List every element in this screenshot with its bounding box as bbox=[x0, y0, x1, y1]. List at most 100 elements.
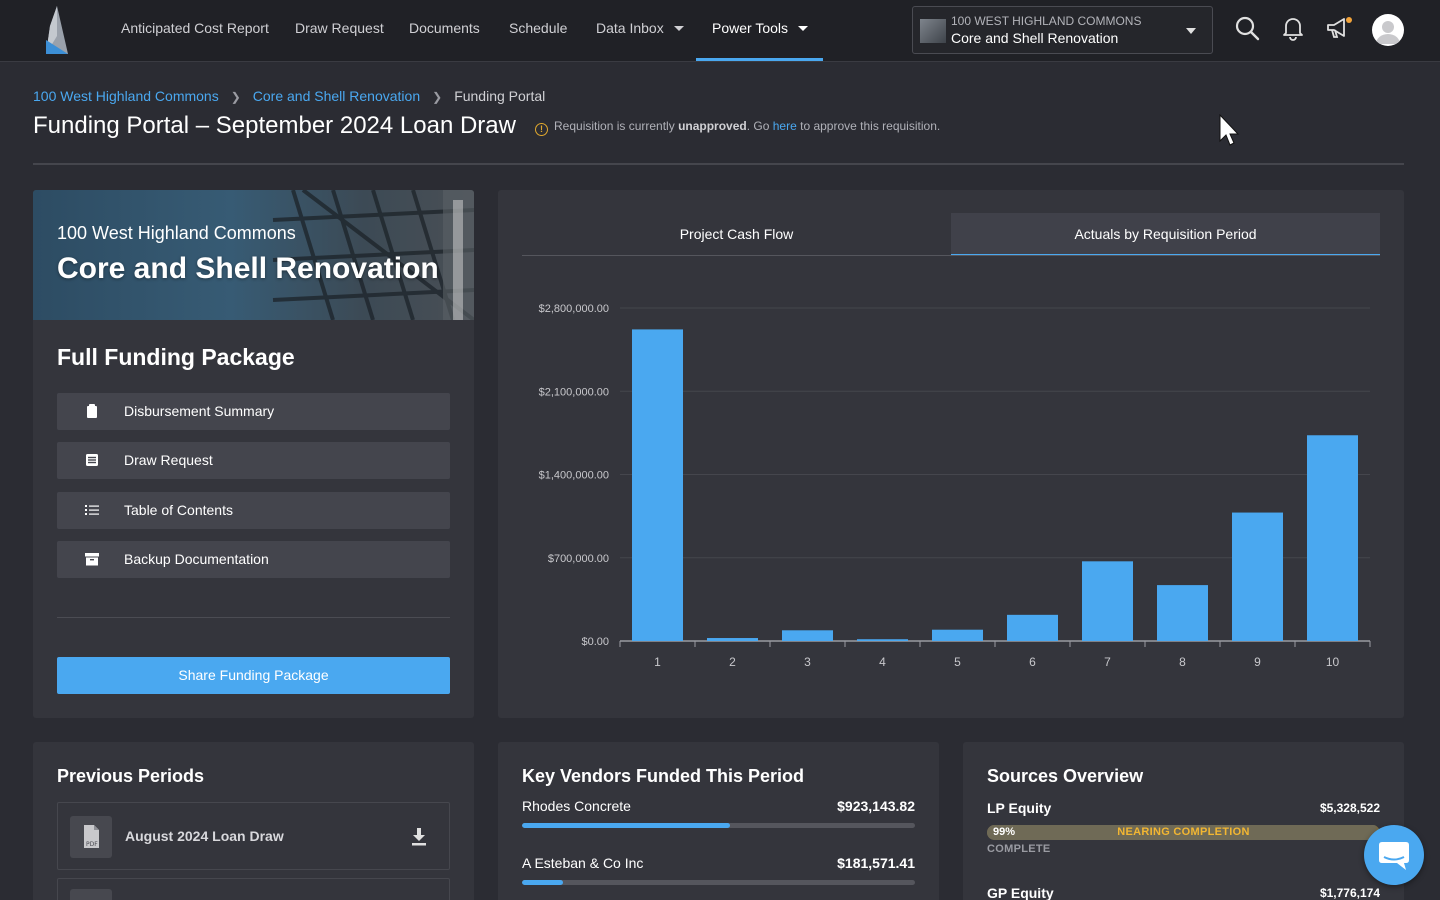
list-alt-icon bbox=[86, 454, 98, 466]
period-item[interactable] bbox=[57, 878, 450, 900]
project-thumbnail bbox=[920, 19, 946, 43]
chevron-down-icon bbox=[798, 25, 809, 31]
download-icon[interactable] bbox=[411, 828, 427, 846]
vendor-progress-fill bbox=[522, 823, 731, 828]
chart-bar[interactable] bbox=[782, 630, 833, 641]
vendor-progress-bar bbox=[522, 880, 915, 885]
megaphone-icon[interactable] bbox=[1324, 14, 1352, 42]
project-banner: 100 West Highland Commons Core and Shell… bbox=[33, 190, 474, 320]
pdf-file-icon bbox=[70, 889, 112, 900]
vendor-progress-bar bbox=[522, 823, 915, 828]
svg-text:PDF: PDF bbox=[86, 841, 98, 848]
chart-bar[interactable] bbox=[1232, 512, 1283, 641]
backup-documentation-button[interactable]: Backup Documentation bbox=[57, 541, 450, 578]
chevron-down-icon bbox=[673, 25, 684, 31]
warning-text-mid: . Go bbox=[746, 119, 773, 133]
actuals-bar-chart: $0.00 $700,000.00 $1,400,000.00 $2,100,000.… bbox=[539, 303, 1371, 669]
vendor-amount: $923,143.82 bbox=[837, 798, 915, 814]
chart-bar[interactable] bbox=[1307, 435, 1358, 641]
warning-text-post: to approve this requisition. bbox=[796, 119, 941, 133]
pdf-file-icon: PDF bbox=[70, 816, 112, 858]
project-selector[interactable]: 100 WEST HIGHLAND COMMONS Core and Shell… bbox=[912, 6, 1213, 54]
vendor-progress-fill bbox=[522, 880, 564, 885]
nav-anticipated-cost-report[interactable]: Anticipated Cost Report bbox=[121, 20, 269, 36]
period-label: August 2024 Loan Draw bbox=[125, 828, 284, 844]
breadcrumb-project[interactable]: Core and Shell Renovation bbox=[252, 88, 421, 104]
nav-draw-request[interactable]: Draw Request bbox=[295, 20, 384, 36]
user-avatar[interactable] bbox=[1372, 14, 1404, 46]
chart-card: Project Cash Flow Actuals by Requisition… bbox=[498, 190, 1404, 718]
user-icon bbox=[1376, 21, 1400, 44]
info-icon: ! bbox=[535, 123, 548, 136]
source-percent: 99% bbox=[993, 826, 1016, 838]
nav-data-inbox-label: Data Inbox bbox=[596, 20, 664, 36]
chart-bar[interactable] bbox=[1007, 614, 1058, 641]
vendor-name: Rhodes Concrete bbox=[522, 798, 631, 814]
chevron-down-icon bbox=[1186, 28, 1196, 34]
card-divider bbox=[57, 617, 450, 618]
nav-power-tools[interactable]: Power Tools bbox=[712, 0, 809, 60]
sources-overview-title: Sources Overview bbox=[987, 766, 1144, 786]
chart-bar[interactable] bbox=[707, 638, 758, 641]
draw-request-button[interactable]: Draw Request bbox=[57, 442, 450, 479]
tab-project-cash-flow[interactable]: Project Cash Flow bbox=[679, 226, 794, 242]
breadcrumb: 100 West Highland Commons ❯ Core and Shell… bbox=[33, 88, 545, 104]
project-name: Core and Shell Renovation bbox=[57, 252, 439, 285]
button-label: Backup Documentation bbox=[124, 551, 269, 567]
disbursement-summary-button[interactable]: Disbursement Summary bbox=[57, 393, 450, 430]
source-amount: $1,776,174 bbox=[1319, 886, 1380, 900]
x-tick-label: 3 bbox=[804, 655, 811, 669]
source-name: GP Equity bbox=[987, 885, 1054, 900]
clipboard-icon bbox=[87, 404, 97, 418]
chart-bar[interactable] bbox=[632, 329, 683, 641]
package-title: Full Funding Package bbox=[57, 344, 295, 370]
x-tick-label: 4 bbox=[879, 655, 886, 669]
sources-overview-card: Sources Overview LP Equity $5,328,522 99… bbox=[963, 742, 1404, 900]
nav-documents[interactable]: Documents bbox=[409, 20, 480, 36]
chart-bar[interactable] bbox=[857, 639, 908, 641]
y-tick-label: $700,000.00 bbox=[548, 553, 609, 565]
search-icon[interactable] bbox=[1233, 14, 1261, 42]
share-funding-package-button[interactable]: Share Funding Package bbox=[57, 657, 450, 694]
approve-link[interactable]: here bbox=[772, 119, 797, 133]
x-tick-label: 1 bbox=[654, 655, 661, 669]
funding-package-card: 100 West Highland Commons Core and Shell… bbox=[33, 190, 474, 718]
button-label: Draw Request bbox=[124, 452, 213, 468]
x-tick-label: 9 bbox=[1254, 655, 1261, 669]
nav-power-tools-label: Power Tools bbox=[712, 20, 789, 36]
archive-icon bbox=[85, 553, 99, 566]
approval-warning: ! Requisition is currently unapproved. Go… bbox=[535, 119, 940, 136]
previous-periods-card: Previous Periods PDF August 2024 Loan Dr… bbox=[33, 742, 474, 900]
nav-schedule[interactable]: Schedule bbox=[509, 20, 568, 36]
button-label: Table of Contents bbox=[124, 502, 233, 518]
breadcrumb-property[interactable]: 100 West Highland Commons bbox=[33, 88, 219, 104]
y-tick-label: $1,400,000.00 bbox=[539, 470, 609, 482]
y-tick-label: $2,100,000.00 bbox=[539, 386, 609, 398]
period-item[interactable]: PDF August 2024 Loan Draw bbox=[57, 802, 450, 870]
app-logo-icon[interactable] bbox=[46, 6, 68, 54]
page-title: Funding Portal – September 2024 Loan Dra… bbox=[33, 112, 516, 139]
bell-icon[interactable] bbox=[1279, 14, 1307, 42]
x-tick-label: 6 bbox=[1029, 655, 1036, 669]
x-tick-label: 2 bbox=[729, 655, 736, 669]
project-property-name: 100 West Highland Commons bbox=[57, 223, 296, 243]
vendor-amount: $181,571.41 bbox=[837, 855, 915, 871]
nav-data-inbox[interactable]: Data Inbox bbox=[596, 0, 684, 60]
chart-bar[interactable] bbox=[1157, 585, 1208, 641]
source-complete-label: COMPLETE bbox=[987, 843, 1051, 855]
tab-actuals-by-requisition-period[interactable]: Actuals by Requisition Period bbox=[951, 213, 1380, 256]
chat-support-button[interactable] bbox=[1364, 825, 1424, 885]
warning-text-pre: Requisition is currently bbox=[554, 119, 679, 133]
warning-status: unapproved bbox=[678, 119, 747, 133]
chart-bar[interactable] bbox=[932, 629, 983, 641]
key-vendors-card: Key Vendors Funded This Period Rhodes Co… bbox=[498, 742, 939, 900]
project-selector-project: Core and Shell Renovation bbox=[951, 30, 1119, 46]
top-nav: Anticipated Cost Report Draw Request Doc… bbox=[0, 0, 1440, 62]
x-tick-label: 10 bbox=[1326, 655, 1340, 669]
vendor-name: A Esteban & Co Inc bbox=[522, 855, 644, 871]
construction-photo-icon bbox=[272, 190, 474, 320]
x-tick-label: 8 bbox=[1179, 655, 1186, 669]
chevron-right-icon: ❯ bbox=[230, 90, 241, 104]
chart-bar[interactable] bbox=[1082, 561, 1133, 641]
table-of-contents-button[interactable]: Table of Contents bbox=[57, 492, 450, 529]
